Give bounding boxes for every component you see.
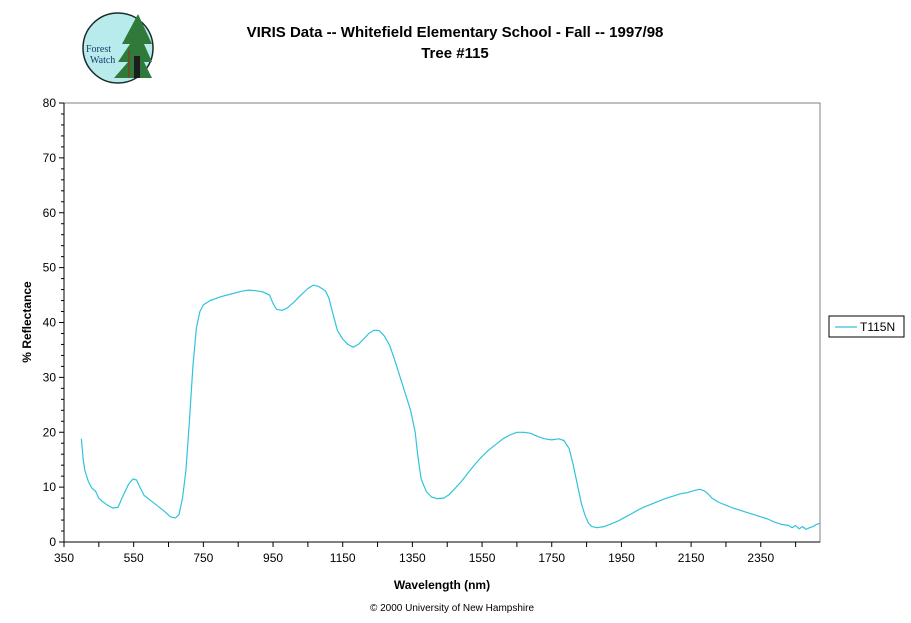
y-tick-label: 10 (43, 480, 57, 494)
forest-watch-logo: Forest Watch (82, 12, 154, 84)
x-tick-label: 1550 (469, 551, 496, 565)
x-tick-label: 2150 (678, 551, 705, 565)
x-tick-label: 1750 (538, 551, 565, 565)
y-tick-label: 20 (43, 425, 57, 439)
x-axis-ticks: 350 550 750 950 1150 1350 1550 1750 1950 2150 2350 (54, 542, 797, 565)
plot-area (63, 102, 821, 543)
y-axis-title: % Reflectance (20, 281, 34, 363)
x-axis-title: Wavelength (nm) (394, 578, 490, 592)
logo-text-line1: Forest (86, 44, 111, 55)
chart-subtitle: Tree #115 (421, 45, 489, 62)
x-tick-label: 1150 (330, 551, 356, 565)
y-tick-label: 0 (49, 535, 56, 549)
y-tick-label: 60 (43, 206, 57, 220)
legend: T115N (828, 315, 905, 338)
y-tick-label: 70 (43, 151, 57, 165)
x-tick-label: 950 (263, 551, 283, 565)
chart-title: VIRIS Data -- Whitefield Elementary Scho… (247, 24, 664, 41)
legend-label-t115n: T115N (860, 320, 895, 334)
x-tick-label: 750 (193, 551, 213, 565)
series-group (80, 284, 821, 530)
x-tick-label: 1950 (608, 551, 635, 565)
y-axis-ticks: 0 10 20 30 40 50 60 70 80 (43, 96, 64, 549)
logo-trees-icon (114, 14, 152, 78)
legend-box (828, 315, 905, 338)
y-tick-label: 40 (43, 316, 57, 330)
y-tick-label: 50 (43, 261, 57, 275)
y-tick-label: 80 (43, 96, 57, 110)
logo-text-line2: Watch (90, 55, 115, 66)
series-line-t115n (80, 284, 821, 530)
y-tick-label: 30 (43, 370, 57, 384)
x-tick-label: 1350 (399, 551, 426, 565)
x-tick-label: 2350 (747, 551, 774, 565)
x-tick-label: 350 (54, 551, 74, 565)
copyright-footer: © 2000 University of New Hampshire (370, 603, 535, 614)
x-tick-label: 550 (124, 551, 144, 565)
